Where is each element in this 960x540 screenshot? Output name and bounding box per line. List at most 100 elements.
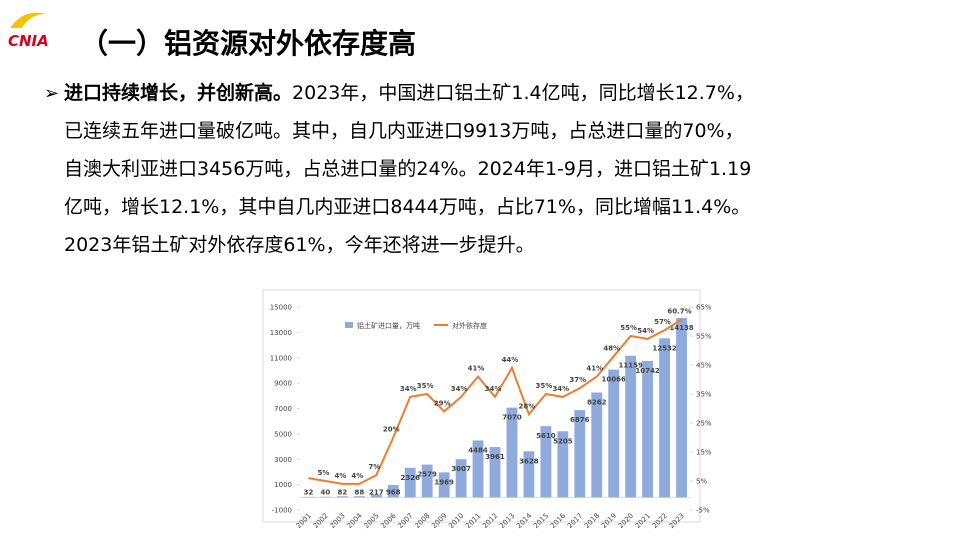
bar <box>404 467 416 498</box>
bar <box>506 407 518 498</box>
bar-value-label: 7070 <box>502 414 522 422</box>
paragraph-line: 亿吨，增长12.1%，其中自几内亚进口8444万吨，占比71%，同比增幅11.4… <box>64 196 750 218</box>
line-value-label: 34% <box>485 385 502 393</box>
y2-tick-label: 65% <box>696 304 712 312</box>
y-tick-label: 11000 <box>270 354 292 362</box>
bar <box>574 410 586 498</box>
legend-label: 对外依存度 <box>452 321 487 330</box>
bar <box>642 361 654 498</box>
line-value-label: 35% <box>417 382 434 390</box>
bar <box>608 369 620 498</box>
bar <box>438 472 450 498</box>
bar-value-label: 6876 <box>570 416 590 424</box>
bar-value-label: 2579 <box>417 471 437 479</box>
bar-value-label: 3961 <box>485 453 505 461</box>
line <box>308 318 683 485</box>
bullet-arrow: ➢ <box>44 83 59 104</box>
bar-value-label: 10066 <box>602 376 626 384</box>
y-tick-label: -1000 <box>272 507 292 515</box>
bar-value-label: 14138 <box>669 324 693 332</box>
paragraph-line: 已连续五年进口量破亿吨。其中，自几内亚进口9913万吨，占总进口量的70%， <box>64 120 744 142</box>
bar <box>320 496 331 498</box>
bar-value-label: 32 <box>304 488 314 496</box>
line-value-label: 34% <box>451 385 468 393</box>
bar-value-label: 12532 <box>652 344 676 352</box>
bullet-lead: 进口持续增长，并创新高。 <box>64 81 292 104</box>
paragraph-line: 进口持续增长，并创新高。2023年，中国进口铝土矿1.4亿吨，同比增长12.7%… <box>64 81 754 104</box>
bar-value-label: 217 <box>369 488 384 496</box>
y-tick-label: 3000 <box>274 456 292 464</box>
bar <box>472 440 484 498</box>
bar-value-label: 3007 <box>451 465 471 473</box>
y2-tick-label: 35% <box>696 391 712 399</box>
bar <box>591 392 603 498</box>
y-tick-label: 15000 <box>270 304 292 312</box>
line-value-label: 34% <box>400 385 417 393</box>
bar-value-label: 968 <box>386 488 401 496</box>
bar <box>387 485 399 498</box>
line-value-label: 60.7% <box>667 307 691 315</box>
bar-value-label: 10742 <box>635 367 659 375</box>
line-value-label: 55% <box>620 324 637 332</box>
bar-value-label: 5610 <box>536 432 556 440</box>
y-tick-label: 13000 <box>270 329 292 337</box>
line-value-label: 7% <box>368 463 380 471</box>
y-tick-label: 9000 <box>274 380 292 388</box>
line-value-label: 28% <box>519 402 536 410</box>
line-value-label: 34% <box>552 385 569 393</box>
bullet-text: 2023年，中国进口铝土矿1.4亿吨，同比增长12.7%， <box>292 82 754 104</box>
bar <box>370 494 382 498</box>
bar <box>353 496 365 498</box>
bar <box>625 355 637 498</box>
bar-value-label: 11159 <box>618 362 642 370</box>
line-value-label: 44% <box>502 356 519 364</box>
line-value-label: 5% <box>317 469 329 477</box>
line-value-label: 4% <box>334 472 346 480</box>
line-value-label: 20% <box>383 426 400 434</box>
bar <box>676 317 687 498</box>
line-value-label: 41% <box>586 365 603 373</box>
bar-value-label: 1969 <box>434 478 454 486</box>
line-value-label: 48% <box>603 344 620 352</box>
y-tick-label: 1000 <box>274 481 292 489</box>
bar <box>540 426 552 498</box>
y-tick-label: 5000 <box>274 430 292 438</box>
logo-swoosh <box>10 12 46 28</box>
bar <box>557 431 569 498</box>
bar-value-label: 2326 <box>400 474 420 482</box>
bar <box>523 451 535 498</box>
line-value-label: 4% <box>351 472 363 480</box>
line-value-label: 54% <box>637 327 654 335</box>
legend-swatch <box>345 322 353 328</box>
line-value-label: 41% <box>468 365 485 373</box>
bar <box>336 496 348 498</box>
line-value-label: 57% <box>654 318 671 326</box>
bar-value-label: 40 <box>321 488 331 496</box>
y2-tick-label: 55% <box>696 333 712 341</box>
y2-tick-label: 45% <box>696 362 712 370</box>
slide-title: （一）铝资源对外依存度高 <box>80 27 416 60</box>
y2-tick-label: 15% <box>696 449 712 457</box>
bar <box>421 464 433 498</box>
line-value-label: 37% <box>569 376 586 384</box>
line-value-label: 29% <box>434 399 451 407</box>
bar <box>659 338 670 498</box>
bar <box>489 447 501 498</box>
paragraph-line: 2023年铝土矿对外依存度61%，今年还将进一步提升。 <box>64 234 535 256</box>
bar <box>455 459 467 498</box>
line-value-label: 35% <box>535 382 552 390</box>
bar-value-label: 88 <box>354 488 364 496</box>
bar-value-label: 82 <box>338 488 348 496</box>
y2-tick-label: 5% <box>696 478 707 486</box>
bar-value-label: 5205 <box>553 437 573 445</box>
bar-value-label: 3628 <box>519 457 539 465</box>
logo: CNIA <box>8 32 49 50</box>
legend-label: 铝土矿进口量，万吨 <box>357 321 420 330</box>
bar-value-label: 4484 <box>468 446 488 454</box>
y-tick-label: 7000 <box>274 405 292 413</box>
y2-tick-label: -5% <box>696 507 710 515</box>
paragraph-line: 自澳大利亚进口3456万吨，占总进口量的24%。2024年1-9月，进口铝土矿1… <box>64 158 751 180</box>
bar-value-label: 8262 <box>587 398 607 406</box>
y2-tick-label: 25% <box>696 420 712 428</box>
